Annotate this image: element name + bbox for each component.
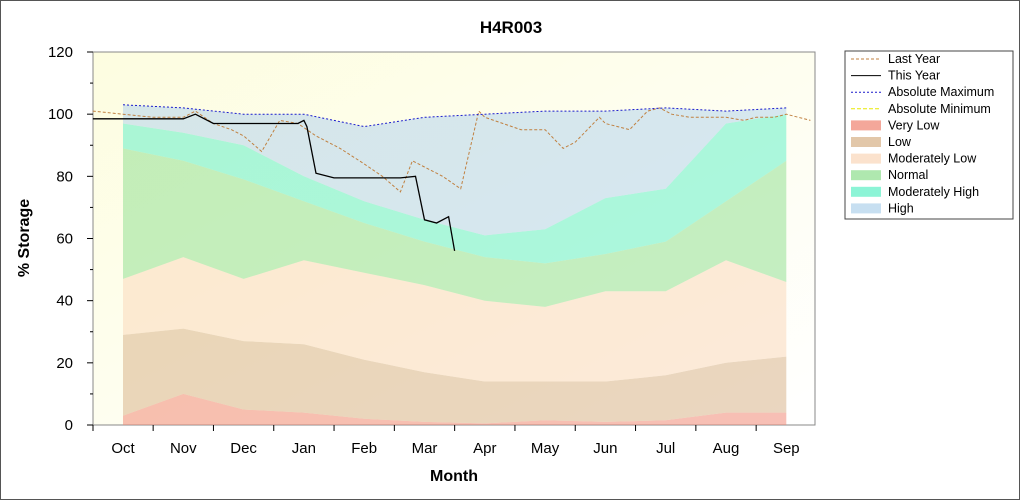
legend-swatch-low xyxy=(851,137,881,147)
x-tick-label: Sep xyxy=(773,440,800,457)
y-axis: 0 20 40 60 80 100 120 xyxy=(48,44,93,434)
legend-label-normal: Normal xyxy=(888,168,928,182)
legend-swatch-moderately-low xyxy=(851,153,881,164)
legend-label-moderately-low: Moderately Low xyxy=(888,152,977,166)
legend-label-this-year: This Year xyxy=(888,69,940,83)
band-moderately-low xyxy=(123,257,787,382)
y-tick-label: 20 xyxy=(56,355,73,372)
x-tick-label: Jul xyxy=(656,440,675,457)
x-tick-label: Nov xyxy=(170,440,197,457)
legend: Last Year This Year Absolute Maximum Absolu… xyxy=(844,50,1014,220)
line-last-year xyxy=(92,107,811,193)
legend-label-low: Low xyxy=(888,135,912,149)
lines-layer xyxy=(92,104,811,252)
legend-swatch-moderately-high xyxy=(851,186,881,197)
legend-swatch-very-low xyxy=(851,120,881,131)
legend-label-absolute-maximum: Absolute Maximum xyxy=(888,85,994,99)
x-tick-label: Aug xyxy=(713,440,740,457)
bands-layer xyxy=(123,104,787,425)
x-tick-label: Oct xyxy=(111,440,135,457)
y-tick-label: 120 xyxy=(48,44,73,61)
line-this-year xyxy=(92,113,456,252)
x-tick-label: Jan xyxy=(292,440,316,457)
legend-swatch-high xyxy=(851,203,881,214)
chart-title: H4R003 xyxy=(480,18,542,37)
y-tick-label: 0 xyxy=(65,417,73,434)
band-very-low xyxy=(123,393,787,425)
band-moderately-high xyxy=(123,114,787,264)
x-tick-label: May xyxy=(531,440,560,457)
legend-label-very-low: Very Low xyxy=(888,118,940,132)
legend-label-moderately-high: Moderately High xyxy=(888,185,979,199)
x-tick-label: Feb xyxy=(351,440,377,457)
x-tick-label: Mar xyxy=(412,440,438,457)
x-axis: Oct Nov Dec Jan Feb Mar Apr May Jun Jul Aug Sep xyxy=(92,425,800,457)
band-normal xyxy=(123,148,787,307)
band-low xyxy=(123,328,787,424)
y-tick-label: 100 xyxy=(48,106,73,123)
legend-label-absolute-minimum: Absolute Minimum xyxy=(888,102,991,116)
legend-swatch-normal xyxy=(851,170,881,181)
legend-label-last-year: Last Year xyxy=(888,52,940,66)
y-tick-label: 40 xyxy=(56,293,73,310)
y-tick-label: 80 xyxy=(56,168,73,185)
y-axis-label: % Storage xyxy=(16,199,33,277)
x-axis-label: Month xyxy=(430,468,478,485)
band-high xyxy=(123,104,787,236)
x-tick-label: Jun xyxy=(593,440,617,457)
y-tick-label: 60 xyxy=(56,231,73,248)
x-tick-label: Apr xyxy=(473,440,496,457)
legend-label-high: High xyxy=(888,201,914,215)
x-tick-label: Dec xyxy=(230,440,257,457)
